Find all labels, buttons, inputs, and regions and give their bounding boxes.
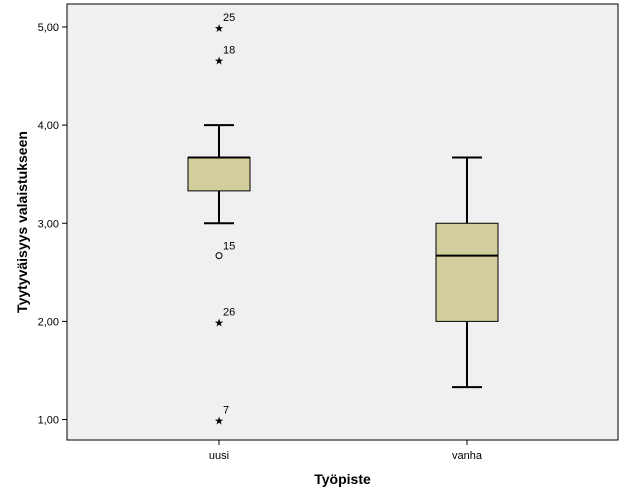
- y-tick-label: 5,00: [38, 22, 59, 34]
- y-tick-label: 3,00: [38, 218, 59, 230]
- y-tick-label: 4,00: [38, 120, 59, 132]
- extreme-marker: ★: [214, 317, 224, 329]
- plot-area: [66, 3, 619, 441]
- extreme-marker: ★: [214, 416, 224, 428]
- extreme-marker: ★: [214, 23, 224, 35]
- outlier-label: 25: [223, 12, 235, 24]
- outlier-label: 7: [223, 405, 229, 417]
- y-axis: 1,00 2,00 3,00 4,00 5,00: [38, 22, 67, 427]
- x-tick-label: vanha: [452, 450, 483, 462]
- iqr-box: [435, 222, 499, 322]
- outlier-label: 15: [223, 241, 235, 253]
- box-vanha: [435, 156, 499, 389]
- x-tick-label: uusi: [209, 450, 229, 462]
- outlier-label: 18: [223, 44, 235, 56]
- y-tick-label: 1,00: [38, 415, 59, 427]
- y-tick-label: 2,00: [38, 316, 59, 328]
- x-axis: uusi vanha: [209, 440, 483, 462]
- extreme-marker: ★: [214, 55, 224, 67]
- outlier-label: 26: [223, 306, 235, 318]
- outlier-marker: [215, 252, 223, 260]
- y-axis-title: Tyytyväisyys valaistukseen: [14, 131, 30, 313]
- x-axis-title: Työpiste: [314, 471, 371, 487]
- iqr-box: [187, 157, 251, 192]
